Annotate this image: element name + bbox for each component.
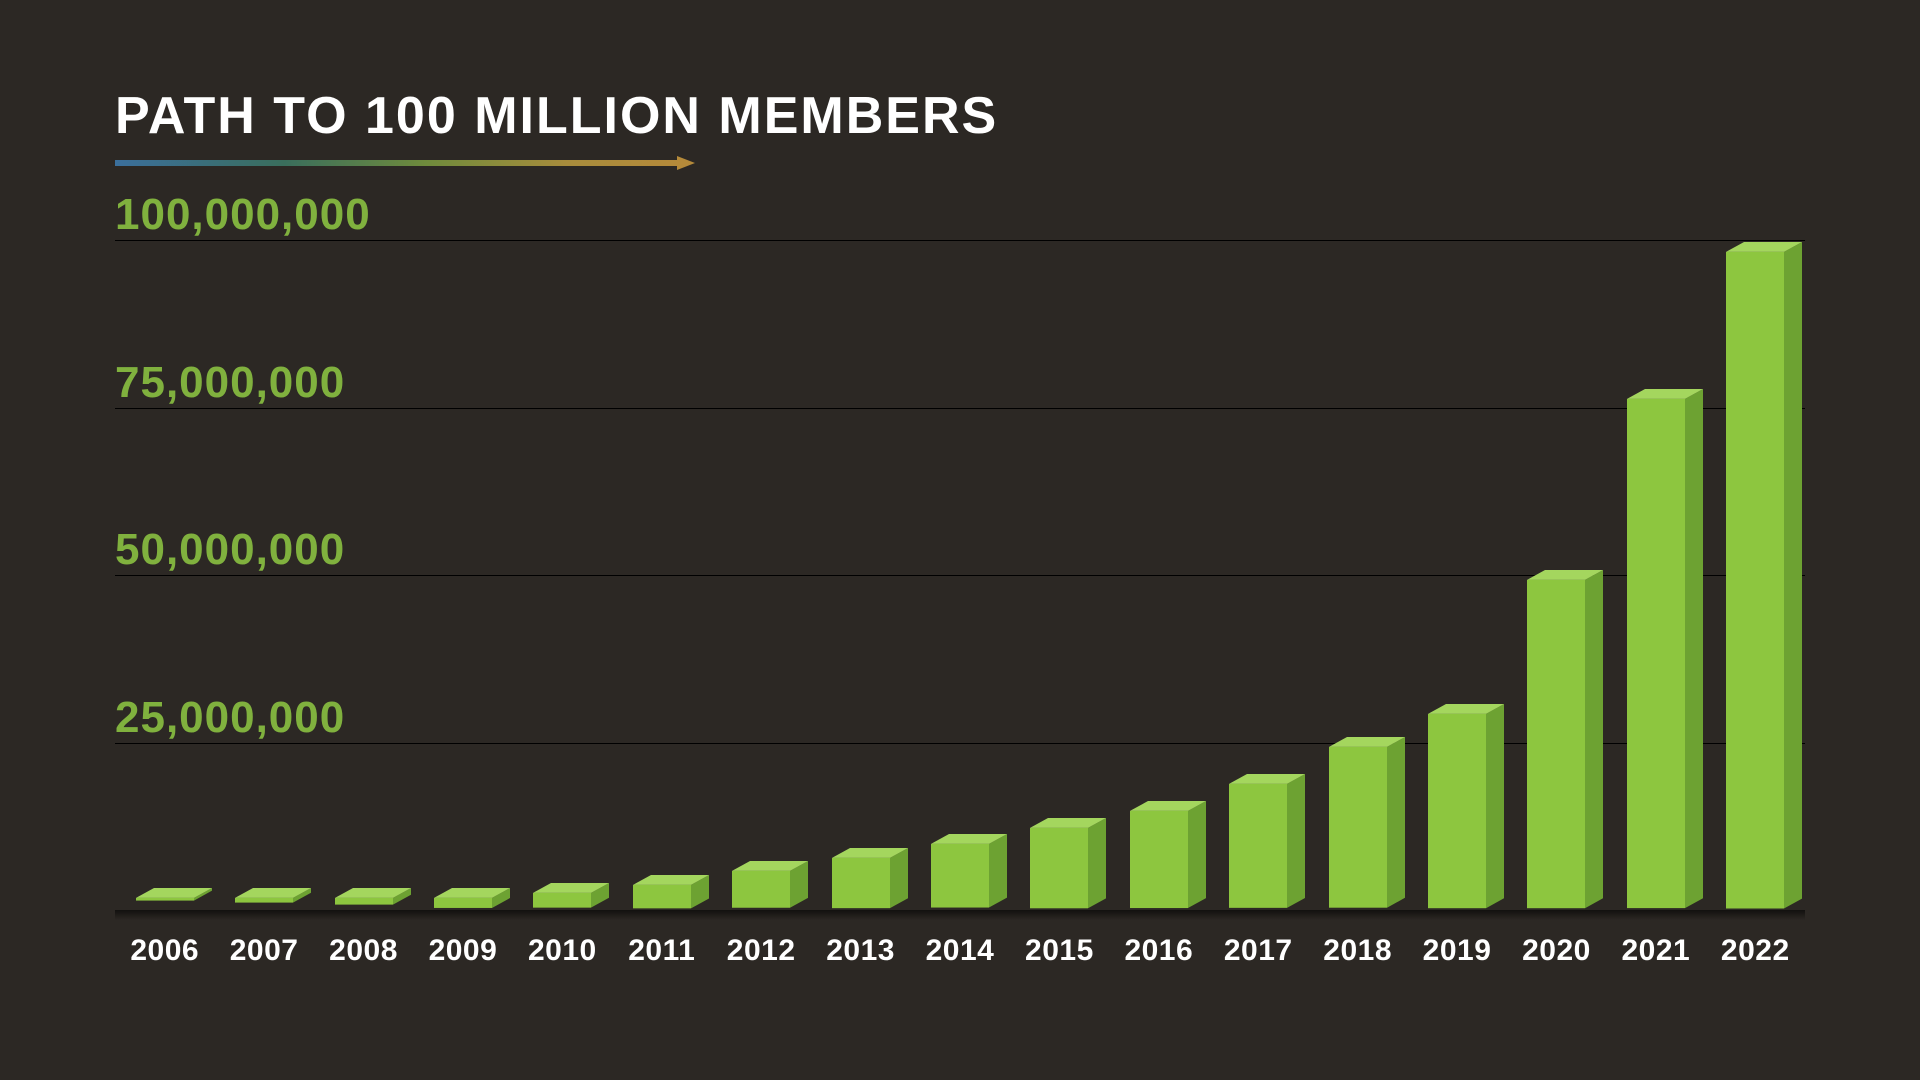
x-axis-label: 2014 xyxy=(910,934,1009,968)
y-axis-label: 100,000,000 xyxy=(115,190,371,240)
x-axis-label: 2012 xyxy=(711,934,810,968)
title-underline-arrow-icon xyxy=(115,156,695,162)
bar xyxy=(1130,803,1188,910)
x-axis-label: 2016 xyxy=(1109,934,1208,968)
bar xyxy=(1030,820,1088,910)
y-axis-label: 25,000,000 xyxy=(115,693,345,743)
bar xyxy=(235,895,293,910)
bar xyxy=(335,893,393,910)
bar xyxy=(732,863,790,910)
y-axis-label: 75,000,000 xyxy=(115,358,345,408)
bar xyxy=(533,885,591,910)
x-axis-label: 2013 xyxy=(811,934,910,968)
bar xyxy=(1627,391,1685,910)
x-axis-label: 2018 xyxy=(1308,934,1407,968)
plot-area: 25,000,00050,000,00075,000,000100,000,00… xyxy=(115,240,1805,910)
bar xyxy=(1428,706,1486,910)
x-axis-label: 2022 xyxy=(1706,934,1805,968)
bar xyxy=(1229,776,1287,910)
x-axis-label: 2009 xyxy=(413,934,512,968)
x-axis-label: 2019 xyxy=(1407,934,1506,968)
x-axis-label: 2015 xyxy=(1010,934,1109,968)
bar xyxy=(1726,244,1784,911)
x-axis-label: 2007 xyxy=(214,934,313,968)
baseline-shadow xyxy=(115,910,1805,920)
chart-title: PATH TO 100 MILLION MEMBERS xyxy=(115,86,998,146)
bar xyxy=(1329,739,1387,910)
bar-chart: 25,000,00050,000,00075,000,000100,000,00… xyxy=(115,230,1805,990)
x-axis-label: 2010 xyxy=(513,934,612,968)
bar xyxy=(832,850,890,910)
gridline xyxy=(115,240,1805,241)
x-axis-label: 2008 xyxy=(314,934,413,968)
bar xyxy=(1527,572,1585,910)
x-axis-label: 2017 xyxy=(1209,934,1308,968)
bar xyxy=(633,877,691,910)
x-axis-label: 2006 xyxy=(115,934,214,968)
x-axis-label: 2021 xyxy=(1606,934,1705,968)
gridline xyxy=(115,408,1805,409)
y-axis-label: 50,000,000 xyxy=(115,525,345,575)
x-axis-label: 2020 xyxy=(1507,934,1606,968)
chart-slide: PATH TO 100 MILLION MEMBERS 25,000,000 50… xyxy=(0,0,1920,1080)
bar xyxy=(434,890,492,910)
x-axis-label: 2011 xyxy=(612,934,711,968)
bar xyxy=(931,836,989,910)
bar xyxy=(136,897,194,910)
